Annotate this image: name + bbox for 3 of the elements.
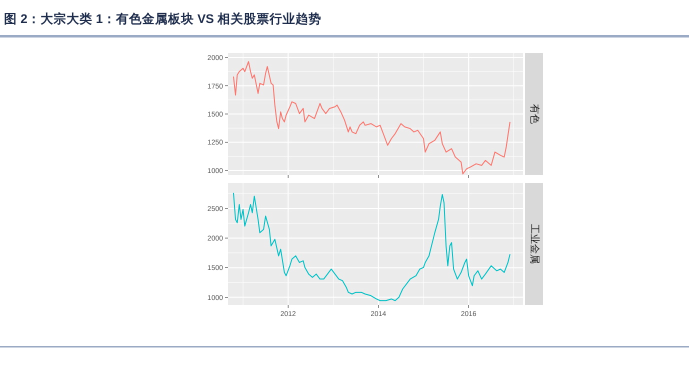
text: 有色 bbox=[528, 104, 540, 124]
text: 工业金属 bbox=[528, 224, 540, 264]
chart-title: 图 2：大宗大类 1：有色金属板块 VS 相关股票行业趋势 bbox=[4, 11, 322, 26]
